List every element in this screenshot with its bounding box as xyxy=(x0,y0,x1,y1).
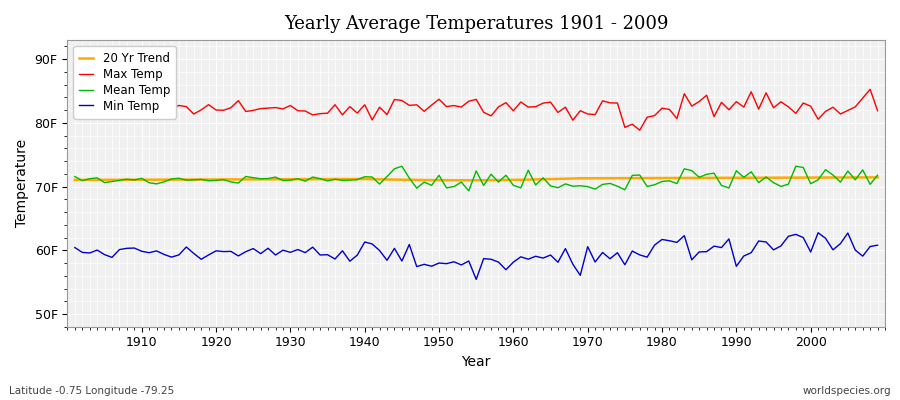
Max Temp xyxy=(872,108,883,113)
Min Temp xyxy=(508,260,518,264)
20 Yr Trend xyxy=(508,178,518,182)
X-axis label: Year: Year xyxy=(462,355,490,369)
Mean Temp xyxy=(464,188,474,193)
Max Temp xyxy=(634,128,645,133)
Title: Yearly Average Temperatures 1901 - 2009: Yearly Average Temperatures 1901 - 2009 xyxy=(284,15,669,33)
20 Yr Trend xyxy=(605,176,616,181)
Max Temp xyxy=(292,108,303,113)
Line: Max Temp: Max Temp xyxy=(75,89,878,130)
20 Yr Trend xyxy=(456,178,467,183)
Mean Temp xyxy=(523,168,534,172)
Mean Temp xyxy=(129,178,140,182)
20 Yr Trend xyxy=(872,175,883,180)
Mean Temp xyxy=(872,173,883,178)
Min Temp xyxy=(69,245,80,250)
Max Temp xyxy=(69,107,80,112)
Min Temp xyxy=(337,248,347,253)
20 Yr Trend xyxy=(337,177,347,182)
Mean Temp xyxy=(397,164,408,169)
Line: Mean Temp: Mean Temp xyxy=(75,166,878,191)
Max Temp xyxy=(337,112,347,117)
Min Temp xyxy=(872,243,883,248)
Min Temp xyxy=(471,277,482,282)
Mean Temp xyxy=(516,186,526,190)
20 Yr Trend xyxy=(69,178,80,182)
Mean Temp xyxy=(337,178,347,183)
Text: worldspecies.org: worldspecies.org xyxy=(803,386,891,396)
Min Temp xyxy=(129,246,140,250)
Min Temp xyxy=(516,254,526,259)
Min Temp xyxy=(605,256,616,261)
20 Yr Trend xyxy=(129,177,140,182)
Max Temp xyxy=(598,98,608,103)
Min Temp xyxy=(813,230,824,235)
Legend: 20 Yr Trend, Max Temp, Mean Temp, Min Temp: 20 Yr Trend, Max Temp, Mean Temp, Min Te… xyxy=(73,46,176,119)
Mean Temp xyxy=(292,176,303,181)
Max Temp xyxy=(129,104,140,109)
Line: Min Temp: Min Temp xyxy=(75,233,878,279)
Max Temp xyxy=(500,100,511,105)
20 Yr Trend xyxy=(292,177,303,182)
Line: 20 Yr Trend: 20 Yr Trend xyxy=(75,177,878,180)
Mean Temp xyxy=(612,184,623,189)
Text: Latitude -0.75 Longitude -79.25: Latitude -0.75 Longitude -79.25 xyxy=(9,386,175,396)
20 Yr Trend xyxy=(516,177,526,182)
Y-axis label: Temperature: Temperature xyxy=(15,139,29,228)
Min Temp xyxy=(292,247,303,252)
Max Temp xyxy=(865,87,876,92)
Max Temp xyxy=(508,108,518,113)
Mean Temp xyxy=(69,174,80,179)
